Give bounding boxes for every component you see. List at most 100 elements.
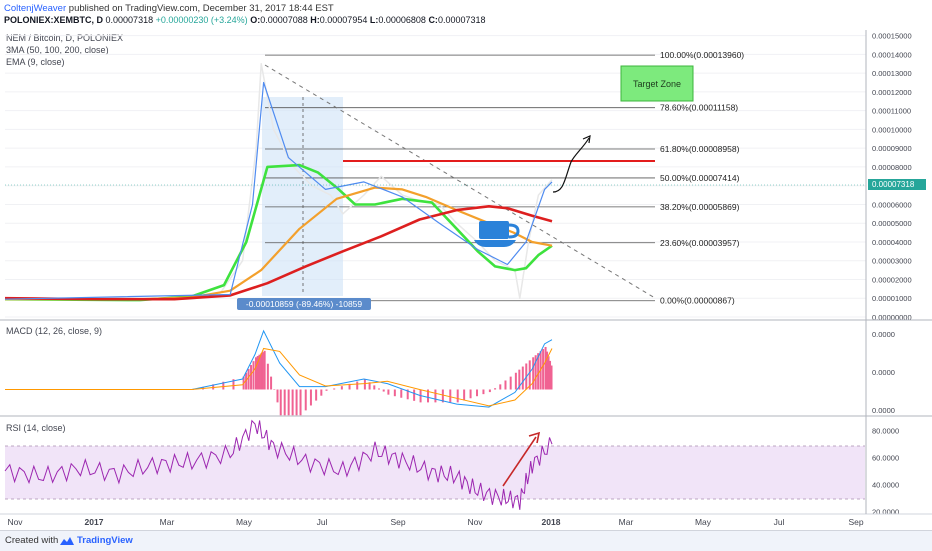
rsi-band — [5, 446, 865, 499]
macd-histogram-bar — [514, 372, 517, 390]
time-tick-label: Sep — [390, 517, 405, 527]
rsi-tick-label: 20.0000 — [872, 507, 899, 516]
rsi-axis[interactable]: 80.0000 60.0000 40.0000 20.0000 — [872, 427, 899, 517]
macd-lines — [5, 329, 553, 408]
macd-histogram-bar — [494, 388, 497, 390]
macd-histogram-bar — [261, 352, 264, 390]
macd-series-line — [5, 329, 553, 408]
price-change: +0.00000230 (+3.24%) — [155, 15, 248, 25]
publish-info: ColtenjWeaver published on TradingView.c… — [4, 3, 334, 14]
macd-histogram-bar — [363, 379, 366, 390]
macd-histogram-bar — [537, 353, 540, 390]
price-tick-label: 0.00009000 — [872, 144, 912, 153]
price-series-line — [4, 81, 553, 300]
macd-pane-title[interactable]: MACD (12, 26, close, 9) — [6, 326, 103, 336]
projection-arrowhead — [582, 135, 591, 144]
time-tick-label: Nov — [7, 517, 23, 527]
price-tick-label: 0.00015000 — [872, 32, 912, 41]
macd-histogram-bar — [263, 350, 266, 390]
macd-histogram-bar — [393, 389, 396, 397]
macd-histogram-bar — [295, 389, 298, 416]
rsi-arrowhead — [528, 431, 541, 444]
close-label: C: — [428, 15, 438, 25]
macd-histogram-bar — [232, 379, 235, 390]
price-tick-label: 0.00008000 — [872, 163, 912, 172]
price-tick-label: 0.00010000 — [872, 125, 912, 134]
time-tick-label: Nov — [467, 517, 483, 527]
macd-tick-label: 0.0000 — [872, 368, 895, 377]
macd-histogram-bar — [509, 376, 512, 390]
price-tick-label: 0.00006000 — [872, 200, 912, 209]
rsi-tick-label: 60.0000 — [872, 454, 899, 463]
price-tick-label: 0.00001000 — [872, 294, 912, 303]
macd-histogram-bar — [547, 356, 550, 390]
macd-histogram-bar — [222, 381, 225, 390]
macd-histogram-bar — [309, 389, 312, 406]
rsi-tick-label: 80.0000 — [872, 427, 899, 436]
projection-path[interactable] — [552, 137, 590, 193]
price-tick-label: 0.00012000 — [872, 88, 912, 97]
macd-histogram-bar — [258, 354, 261, 390]
macd-histogram-bar — [377, 388, 380, 390]
macd-histogram-bar — [521, 366, 524, 390]
price-series-line — [4, 205, 553, 301]
low-label: L: — [369, 15, 379, 25]
measure-label-box — [237, 298, 371, 310]
time-tick-label: Sep — [848, 517, 863, 527]
rsi-tick-label: 40.0000 — [872, 480, 899, 489]
trading-chart[interactable]: 100.00%(0.00013960) 78.60%(0.00011158) 61.… — [0, 0, 932, 530]
time-tick-label: Jul — [774, 517, 785, 527]
price-axis[interactable]: 0.00015000 0.00014000 0.00013000 0.00012000… — [872, 32, 912, 322]
target-zone-box[interactable] — [620, 65, 694, 102]
macd-histogram-bar — [549, 360, 552, 390]
time-tick-label: Mar — [619, 517, 634, 527]
fib-level-label: 50.00%(0.00007414) — [660, 173, 740, 183]
ema-indicator-label[interactable]: EMA (9, close) — [6, 57, 65, 67]
time-tick-label: Mar — [160, 517, 175, 527]
fib-level-label: 23.60%(0.00003957) — [660, 238, 740, 248]
price-tick-label: 0.00004000 — [872, 238, 912, 247]
macd-histogram-bar — [340, 386, 343, 390]
macd-histogram-bar — [247, 368, 250, 390]
time-tick-label: 2018 — [542, 517, 561, 527]
macd-tick-label: 0.0000 — [872, 330, 895, 339]
fib-level-label: 100.00%(0.00013960) — [660, 50, 744, 60]
grid-lines — [5, 35, 866, 318]
macd-histogram-bar — [273, 389, 276, 390]
macd-histogram-bar — [279, 389, 282, 416]
macd-histogram-bar — [266, 363, 269, 390]
measure-label: -0.00010859 (-89.46%) -10859 — [246, 299, 363, 309]
symbol-label[interactable]: POLONIEX:XEMBTC, D — [4, 15, 104, 25]
ma-indicator-label[interactable]: 3MA (50, 100, 200, close) — [6, 45, 109, 55]
last-price: 0.00007318 — [105, 15, 154, 25]
macd-histogram-bar — [504, 380, 507, 390]
time-tick-label: May — [695, 517, 712, 527]
rsi-trend-arrow[interactable] — [502, 436, 537, 487]
macd-histogram-bar — [499, 384, 502, 390]
fib-level-label: 38.20%(0.00005869) — [660, 202, 740, 212]
trend-line[interactable] — [264, 64, 656, 299]
macd-tick-label: 0.0000 — [872, 406, 895, 415]
macd-histogram-bar — [427, 389, 430, 403]
price-pane-title: NEM / Bitcoin, D, POLONIEX — [6, 33, 124, 43]
macd-histogram-bar — [518, 369, 521, 390]
rsi-pane-title[interactable]: RSI (14, close) — [6, 423, 66, 433]
macd-histogram-bar — [532, 357, 535, 390]
macd-histogram-bar — [250, 365, 253, 390]
rsi-line — [4, 419, 553, 510]
macd-axis[interactable]: 0.0000 0.0000 0.0000 — [872, 330, 895, 415]
tradingview-logo-icon — [60, 537, 74, 545]
price-tick-label: 0.00000000 — [872, 313, 912, 322]
macd-histogram-bar — [406, 389, 409, 400]
macd-histogram-bar — [434, 389, 437, 403]
fib-retracement[interactable]: 100.00%(0.00013960) 78.60%(0.00011158) 61.… — [265, 50, 744, 306]
price-tick-label: 0.00002000 — [872, 275, 912, 284]
macd-histogram-bar — [315, 389, 318, 401]
tradingview-link[interactable]: TradingView — [77, 535, 133, 546]
macd-histogram-bar — [534, 355, 537, 390]
time-axis[interactable]: Nov 2017 Mar May Jul Sep Nov 2018 Mar May Jul Sep — [7, 517, 863, 527]
author-link[interactable]: ColtenjWeaver — [4, 3, 67, 14]
macd-histogram-bar — [333, 388, 336, 390]
macd-histogram-bar — [449, 389, 452, 403]
macd-histogram-bar — [304, 389, 307, 411]
